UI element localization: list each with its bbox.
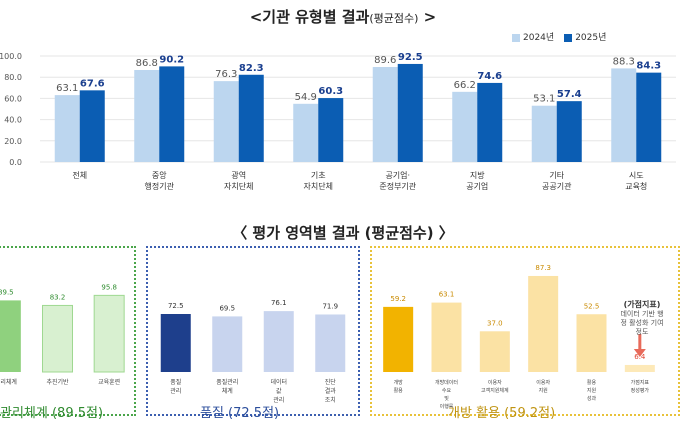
data-label: 89.6: [374, 55, 396, 66]
data-label: 60.3: [318, 86, 343, 97]
y-tick-label: 40.0: [4, 116, 22, 125]
management-bar: [42, 304, 73, 373]
data-label: 87.3: [535, 264, 551, 272]
data-label: 52.5: [584, 302, 600, 310]
data-label: 95.8: [101, 283, 117, 291]
panel-title-quality: 품질 (72.5점): [200, 406, 280, 421]
x-tick-label: 광역 자치단체: [224, 170, 253, 191]
open-use-bar: [576, 314, 607, 372]
x-tick-label: 교육훈련: [98, 378, 120, 386]
bar-2025: [397, 63, 423, 163]
x-tick-label: 공기업· 준정부기관: [379, 171, 416, 191]
open-use-bar: [479, 331, 510, 372]
x-tick-label: 품질관리 체계: [216, 378, 238, 395]
data-label: 86.8: [136, 58, 158, 69]
bar-2025: [477, 82, 503, 162]
data-label: 74.6: [477, 71, 502, 82]
bar-2025: [159, 66, 185, 162]
panel-quality: [146, 246, 360, 416]
legend-item-2025: 2025년: [564, 30, 606, 43]
x-tick-label: 추진기반: [46, 378, 69, 386]
bar-2025: [556, 101, 582, 162]
bonus-note: (가점지표) 데이터 기반 행정 활성화 기여 정도: [620, 300, 664, 336]
x-tick-label: 관리체계: [0, 378, 17, 386]
panel-open-use: [370, 246, 680, 416]
x-tick-label: 활용 지원 성과: [587, 379, 597, 402]
bar-2025: [79, 90, 105, 162]
x-tick-label: 전체: [72, 170, 87, 180]
data-label: 69.5: [219, 304, 235, 312]
x-tick-label: 개방데이터 수요 및 이행률: [435, 379, 458, 410]
data-label: 76.1: [271, 299, 287, 307]
x-tick-label: 기초 자치단체: [304, 171, 333, 191]
data-label: 83.2: [50, 293, 66, 301]
x-tick-label: 진단 결과 조치: [325, 378, 337, 404]
data-label: 6.4: [634, 353, 646, 361]
data-label: 66.2: [454, 80, 476, 91]
panel-title-open-use: 개방 활용 (59.2점): [448, 406, 556, 421]
data-label: 37.0: [487, 319, 503, 327]
panel-management: [0, 246, 136, 416]
open-use-bar: [383, 306, 414, 372]
bar-2024: [452, 91, 478, 162]
data-label: 57.4: [557, 89, 582, 100]
bar-2024: [531, 105, 557, 162]
open-use-bar: [431, 302, 462, 372]
x-tick-label: 기타 공공기관: [542, 171, 572, 191]
data-label: 71.9: [322, 302, 338, 310]
bar-2025: [636, 72, 662, 162]
data-label: 59.2: [390, 295, 406, 303]
data-label: 67.6: [80, 78, 105, 89]
bar-2024: [213, 81, 239, 162]
chart2-title: 〈 평가 영역별 결과 (평균점수) 〉: [232, 224, 454, 242]
bar-2024: [611, 68, 637, 162]
panel-title-management: 관리체계 (89.5점): [0, 406, 104, 421]
quality-bar: [160, 314, 191, 372]
x-tick-label: 이용자 고객지원체계: [481, 379, 509, 394]
data-label: 54.9: [295, 92, 317, 103]
quality-bar: [263, 311, 294, 372]
x-tick-label: 품질 관리: [170, 378, 181, 395]
data-label: 76.3: [215, 69, 237, 80]
y-tick-label: 20.0: [4, 137, 22, 146]
data-label: 89.5: [0, 288, 14, 296]
chart1-legend: 2024년 2025년: [512, 30, 606, 43]
quality-bar: [212, 316, 243, 372]
y-tick-label: 80.0: [4, 73, 22, 82]
bar-2024: [372, 67, 398, 162]
data-label: 63.1: [439, 291, 455, 299]
data-label: 90.2: [159, 54, 184, 65]
data-label: 84.3: [636, 61, 661, 72]
management-bar: [0, 300, 21, 372]
bar-2024: [293, 103, 319, 162]
bar-2024: [54, 95, 80, 162]
data-label: 82.3: [239, 63, 264, 74]
arrow-head-icon: [633, 349, 646, 357]
data-label: 88.3: [613, 56, 635, 67]
quality-bar: [315, 314, 346, 372]
data-label: 63.1: [56, 83, 78, 94]
y-tick-label: 100.0: [0, 52, 22, 61]
data-label: 72.5: [168, 302, 184, 310]
chart1-title: <기관 유형별 결과(평균점수) >: [249, 8, 437, 26]
x-tick-label: 가점지표 정성평가: [631, 379, 650, 394]
y-tick-label: 60.0: [4, 94, 22, 103]
bar-2025: [318, 98, 344, 162]
y-tick-label: 0.0: [9, 158, 22, 167]
bar-2025: [238, 74, 264, 162]
x-tick-label: 데이터 값 관리: [270, 378, 287, 404]
bar-2024: [134, 69, 160, 162]
open-use-bar: [624, 364, 655, 372]
open-use-bar: [528, 275, 559, 372]
data-label: 53.1: [533, 94, 555, 105]
management-bar: [93, 294, 125, 373]
x-tick-label: 이용자 지원: [536, 379, 550, 394]
x-tick-label: 개방 활용: [394, 379, 404, 394]
x-tick-label: 지방 공기업: [466, 170, 488, 191]
x-tick-label: 시도 교육청: [625, 171, 647, 191]
x-tick-label: 중앙 행정기관: [145, 170, 175, 191]
legend-item-2024: 2024년: [512, 30, 554, 43]
data-label: 92.5: [398, 52, 423, 63]
